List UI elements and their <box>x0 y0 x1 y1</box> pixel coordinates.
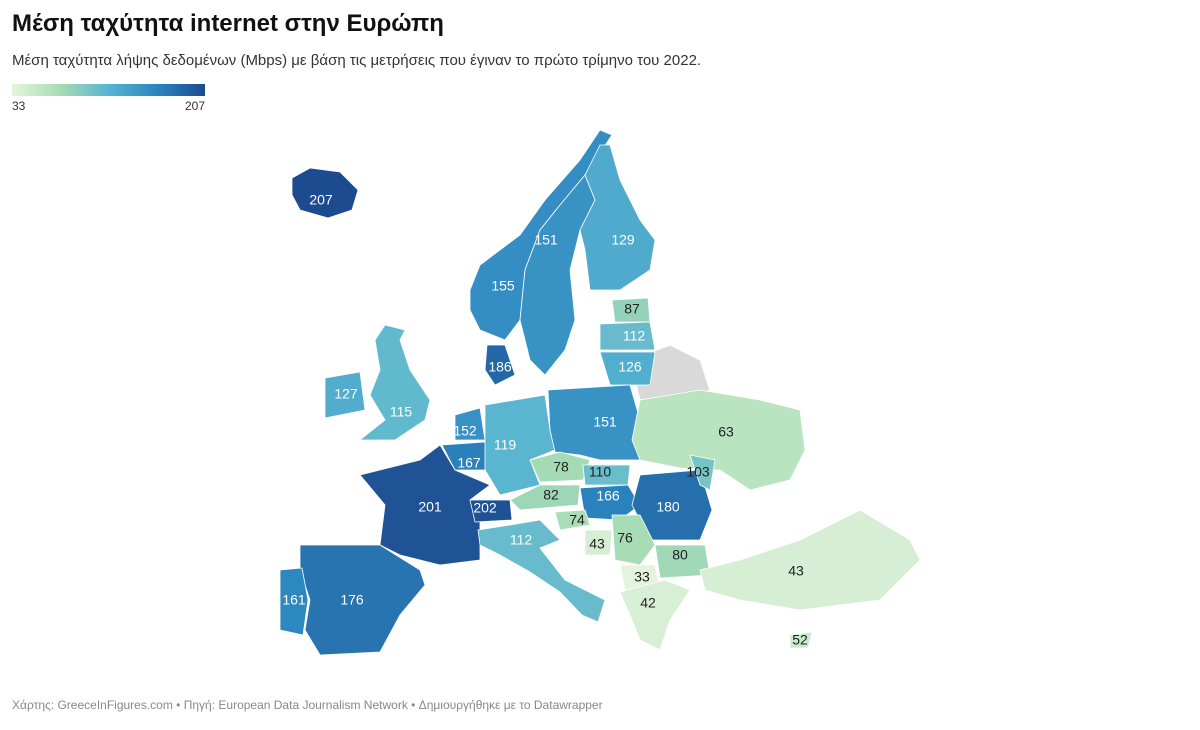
region <box>599 321 656 351</box>
region-label: 119 <box>494 437 517 453</box>
region-label: 151 <box>534 232 558 248</box>
region-label: 82 <box>543 487 559 503</box>
region-label: 63 <box>718 424 734 440</box>
region <box>484 344 516 386</box>
region-label: 78 <box>553 459 569 475</box>
region-label: 76 <box>617 530 633 546</box>
region-label: 33 <box>634 569 650 585</box>
region <box>599 351 656 386</box>
region <box>584 529 613 556</box>
region-label: 129 <box>611 232 635 248</box>
region <box>547 384 641 461</box>
region-label: 110 <box>589 464 612 480</box>
title: Μέση ταχύτητα internet στην Ευρώπη <box>12 10 444 37</box>
regions <box>279 129 921 656</box>
region <box>579 144 656 291</box>
region <box>619 579 691 651</box>
region <box>699 509 921 611</box>
region-label: 43 <box>788 563 804 579</box>
region-label: 52 <box>792 632 808 648</box>
region-label: 161 <box>282 592 306 608</box>
region-label: 186 <box>488 359 512 375</box>
region-label: 80 <box>672 547 688 563</box>
region-label: 152 <box>453 423 477 439</box>
region-label: 201 <box>418 499 442 515</box>
region-label: 166 <box>596 488 620 504</box>
region <box>611 514 656 566</box>
region <box>279 567 309 636</box>
legend-min: 33 <box>12 99 26 113</box>
subtitle: Μέση ταχύτητα λήψης δεδομένων (Mbps) με … <box>12 52 702 69</box>
region <box>324 371 366 419</box>
region-label: 176 <box>340 592 364 608</box>
region-label: 43 <box>589 536 605 552</box>
legend: 33 207 <box>12 84 205 113</box>
region <box>689 454 716 491</box>
region-label: 127 <box>334 386 358 402</box>
region-label: 207 <box>309 192 333 208</box>
region-label: 112 <box>623 328 646 344</box>
region-label: 42 <box>640 595 656 611</box>
region-label: 155 <box>491 278 515 294</box>
region <box>789 631 813 649</box>
labels: 207 155 151 129 87 112 126 186 127 115 152 167 119 15… <box>282 192 808 648</box>
region-label: 180 <box>656 499 680 515</box>
legend-gradient <box>12 84 205 96</box>
region-label: 151 <box>593 414 617 430</box>
region-label: 167 <box>457 455 481 471</box>
region <box>477 519 606 623</box>
region-label: 103 <box>686 464 710 480</box>
region-label: 112 <box>510 532 533 548</box>
region-label: 126 <box>618 359 642 375</box>
region <box>484 394 556 496</box>
region-label: 74 <box>569 512 585 528</box>
region-label: 202 <box>473 500 497 516</box>
region <box>299 544 426 656</box>
region <box>291 167 359 219</box>
region <box>469 499 513 523</box>
footer: Χάρτης: GreeceInFigures.com • Πηγή: Euro… <box>12 698 603 712</box>
legend-max: 207 <box>185 99 205 113</box>
region-label: 115 <box>390 404 413 420</box>
region <box>358 324 431 441</box>
region <box>631 389 806 491</box>
region <box>554 509 591 531</box>
region-label: 87 <box>624 301 640 317</box>
region <box>509 484 581 511</box>
